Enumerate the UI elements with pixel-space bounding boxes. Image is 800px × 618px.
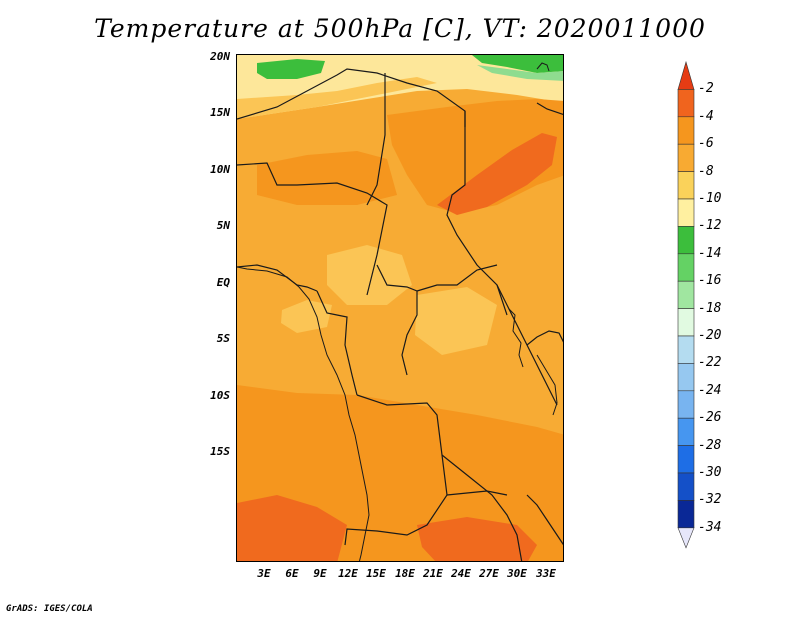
grads-credit: GrADS: IGES/COLA <box>6 604 93 614</box>
lon-label-21e: 21E <box>423 567 443 580</box>
colorbar-segment <box>677 198 695 227</box>
lon-label-15e: 15E <box>366 567 386 580</box>
colorbar-level-label: -2 <box>698 81 714 97</box>
colorbar-level-label: -34 <box>698 519 722 535</box>
colorbar-segment <box>677 363 695 392</box>
hot-zone-southwest <box>237 495 347 561</box>
colorbar-level-label: -18 <box>698 300 722 316</box>
colorbar-segment <box>677 417 695 446</box>
lon-label-3e: 3E <box>257 567 271 580</box>
colorbar-level-label: -10 <box>698 191 722 206</box>
colorbar-segment <box>677 335 695 364</box>
lat-label-5s: 5S <box>216 332 230 345</box>
colorbar-segment <box>677 500 695 529</box>
colorbar-level-label: -8 <box>698 163 714 179</box>
cool-patch-central <box>327 245 412 305</box>
colorbar-segment <box>677 472 695 501</box>
cool-patch-gulf <box>281 300 332 333</box>
colorbar-level-label: -22 <box>698 355 722 371</box>
green-patch-east <box>472 55 563 73</box>
lon-label-9e: 9E <box>313 567 327 580</box>
colorbar-segment <box>677 527 695 549</box>
lat-label-15n: 15N <box>210 106 230 119</box>
colorbar-segment <box>677 116 695 145</box>
colorbar-level-label: -16 <box>698 273 722 289</box>
colorbar <box>677 60 695 549</box>
map-canvas <box>237 55 563 561</box>
hot-streak-northeast <box>437 133 557 215</box>
colorbar-level-label: -26 <box>698 410 722 426</box>
lat-label-5n: 5N <box>216 219 230 232</box>
colorbar-level-label: -12 <box>698 218 722 234</box>
lon-label-30e: 30E <box>507 567 527 580</box>
lat-label-20n: 20N <box>210 50 230 63</box>
colorbar-segment <box>677 171 695 200</box>
temperature-map <box>236 54 564 562</box>
colorbar-level-label: -24 <box>698 382 722 398</box>
lat-label-10n: 10N <box>210 163 230 176</box>
country-borders <box>237 68 563 561</box>
green-patch-west <box>257 59 325 79</box>
colorbar-segment <box>677 445 695 474</box>
chart-title: Temperature at 500hPa [C], VT: 202001100… <box>94 14 706 43</box>
lat-label-15s: 15S <box>210 445 230 458</box>
lon-label-33e: 33E <box>536 567 556 580</box>
colorbar-segment <box>677 226 695 255</box>
lat-label-eq: EQ <box>216 276 230 289</box>
colorbar-level-label: -20 <box>698 328 722 343</box>
transition-band-north <box>237 77 437 119</box>
colorbar-level-label: -30 <box>698 465 722 480</box>
colorbar-level-label: -32 <box>698 492 722 508</box>
colorbar-segment <box>677 89 695 118</box>
colorbar-segment <box>677 253 695 282</box>
colorbar-segment <box>677 280 695 309</box>
coastline <box>237 62 558 561</box>
colorbar-segment <box>677 143 695 172</box>
lon-label-24e: 24E <box>451 567 471 580</box>
hot-zone-southeast <box>417 517 537 561</box>
colorbar-level-label: -28 <box>698 437 722 453</box>
cool-patch-east <box>415 287 497 355</box>
lon-label-12e: 12E <box>338 567 358 580</box>
lightgreen-strip <box>477 65 563 81</box>
lat-label-10s: 10S <box>210 389 230 402</box>
lon-label-27e: 27E <box>479 567 499 580</box>
colorbar-level-label: -6 <box>698 136 714 152</box>
lon-label-18e: 18E <box>395 567 415 580</box>
colorbar-level-label: -4 <box>698 108 714 124</box>
colorbar-segment <box>677 308 695 337</box>
colorbar-level-label: -14 <box>698 245 722 261</box>
lon-label-6e: 6E <box>285 567 299 580</box>
colorbar-segment <box>677 60 695 90</box>
colorbar-segment <box>677 390 695 419</box>
